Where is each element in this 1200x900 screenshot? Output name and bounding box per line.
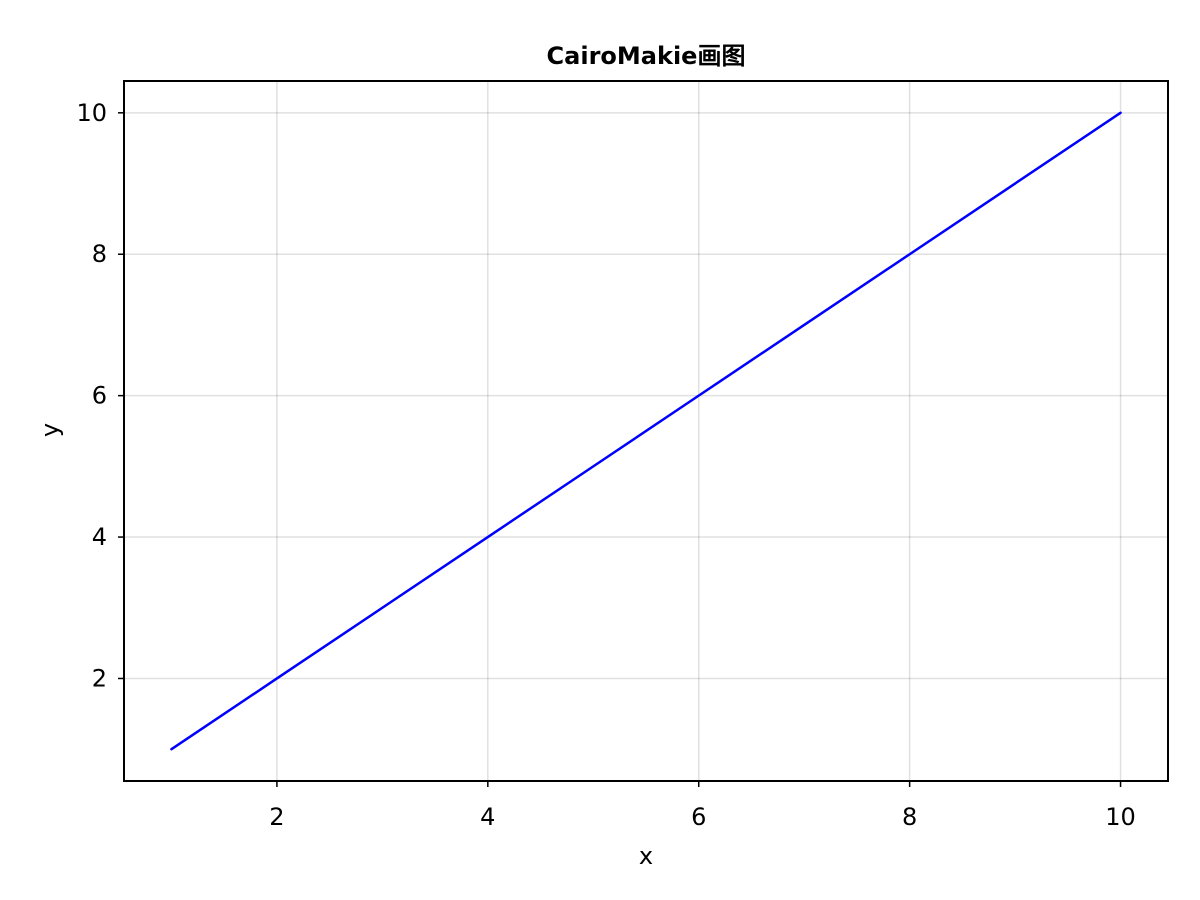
y-tick-label: 8 xyxy=(92,240,107,268)
y-tick-label: 10 xyxy=(76,99,107,127)
grid-lines xyxy=(124,81,1168,781)
series-line xyxy=(170,111,1122,751)
x-tick-label: 8 xyxy=(902,803,917,831)
series-layer xyxy=(170,111,1122,751)
x-tick-label: 4 xyxy=(480,803,495,831)
x-tick-label: 10 xyxy=(1105,803,1136,831)
y-tick-label: 6 xyxy=(92,382,107,410)
x-axis-label: x xyxy=(639,842,653,870)
x-axis-ticks: 2 4 6 8 10 xyxy=(269,781,1136,831)
y-axis-label: y xyxy=(36,423,64,437)
plot-frame xyxy=(123,80,1169,782)
x-tick-label: 6 xyxy=(691,803,706,831)
y-tick-label: 2 xyxy=(92,664,107,692)
y-tick-label: 4 xyxy=(92,523,107,551)
chart-title: CairoMakie画图 xyxy=(547,42,746,70)
x-tick-label: 2 xyxy=(269,803,284,831)
y-axis-ticks: 2 4 6 8 10 xyxy=(76,99,124,692)
